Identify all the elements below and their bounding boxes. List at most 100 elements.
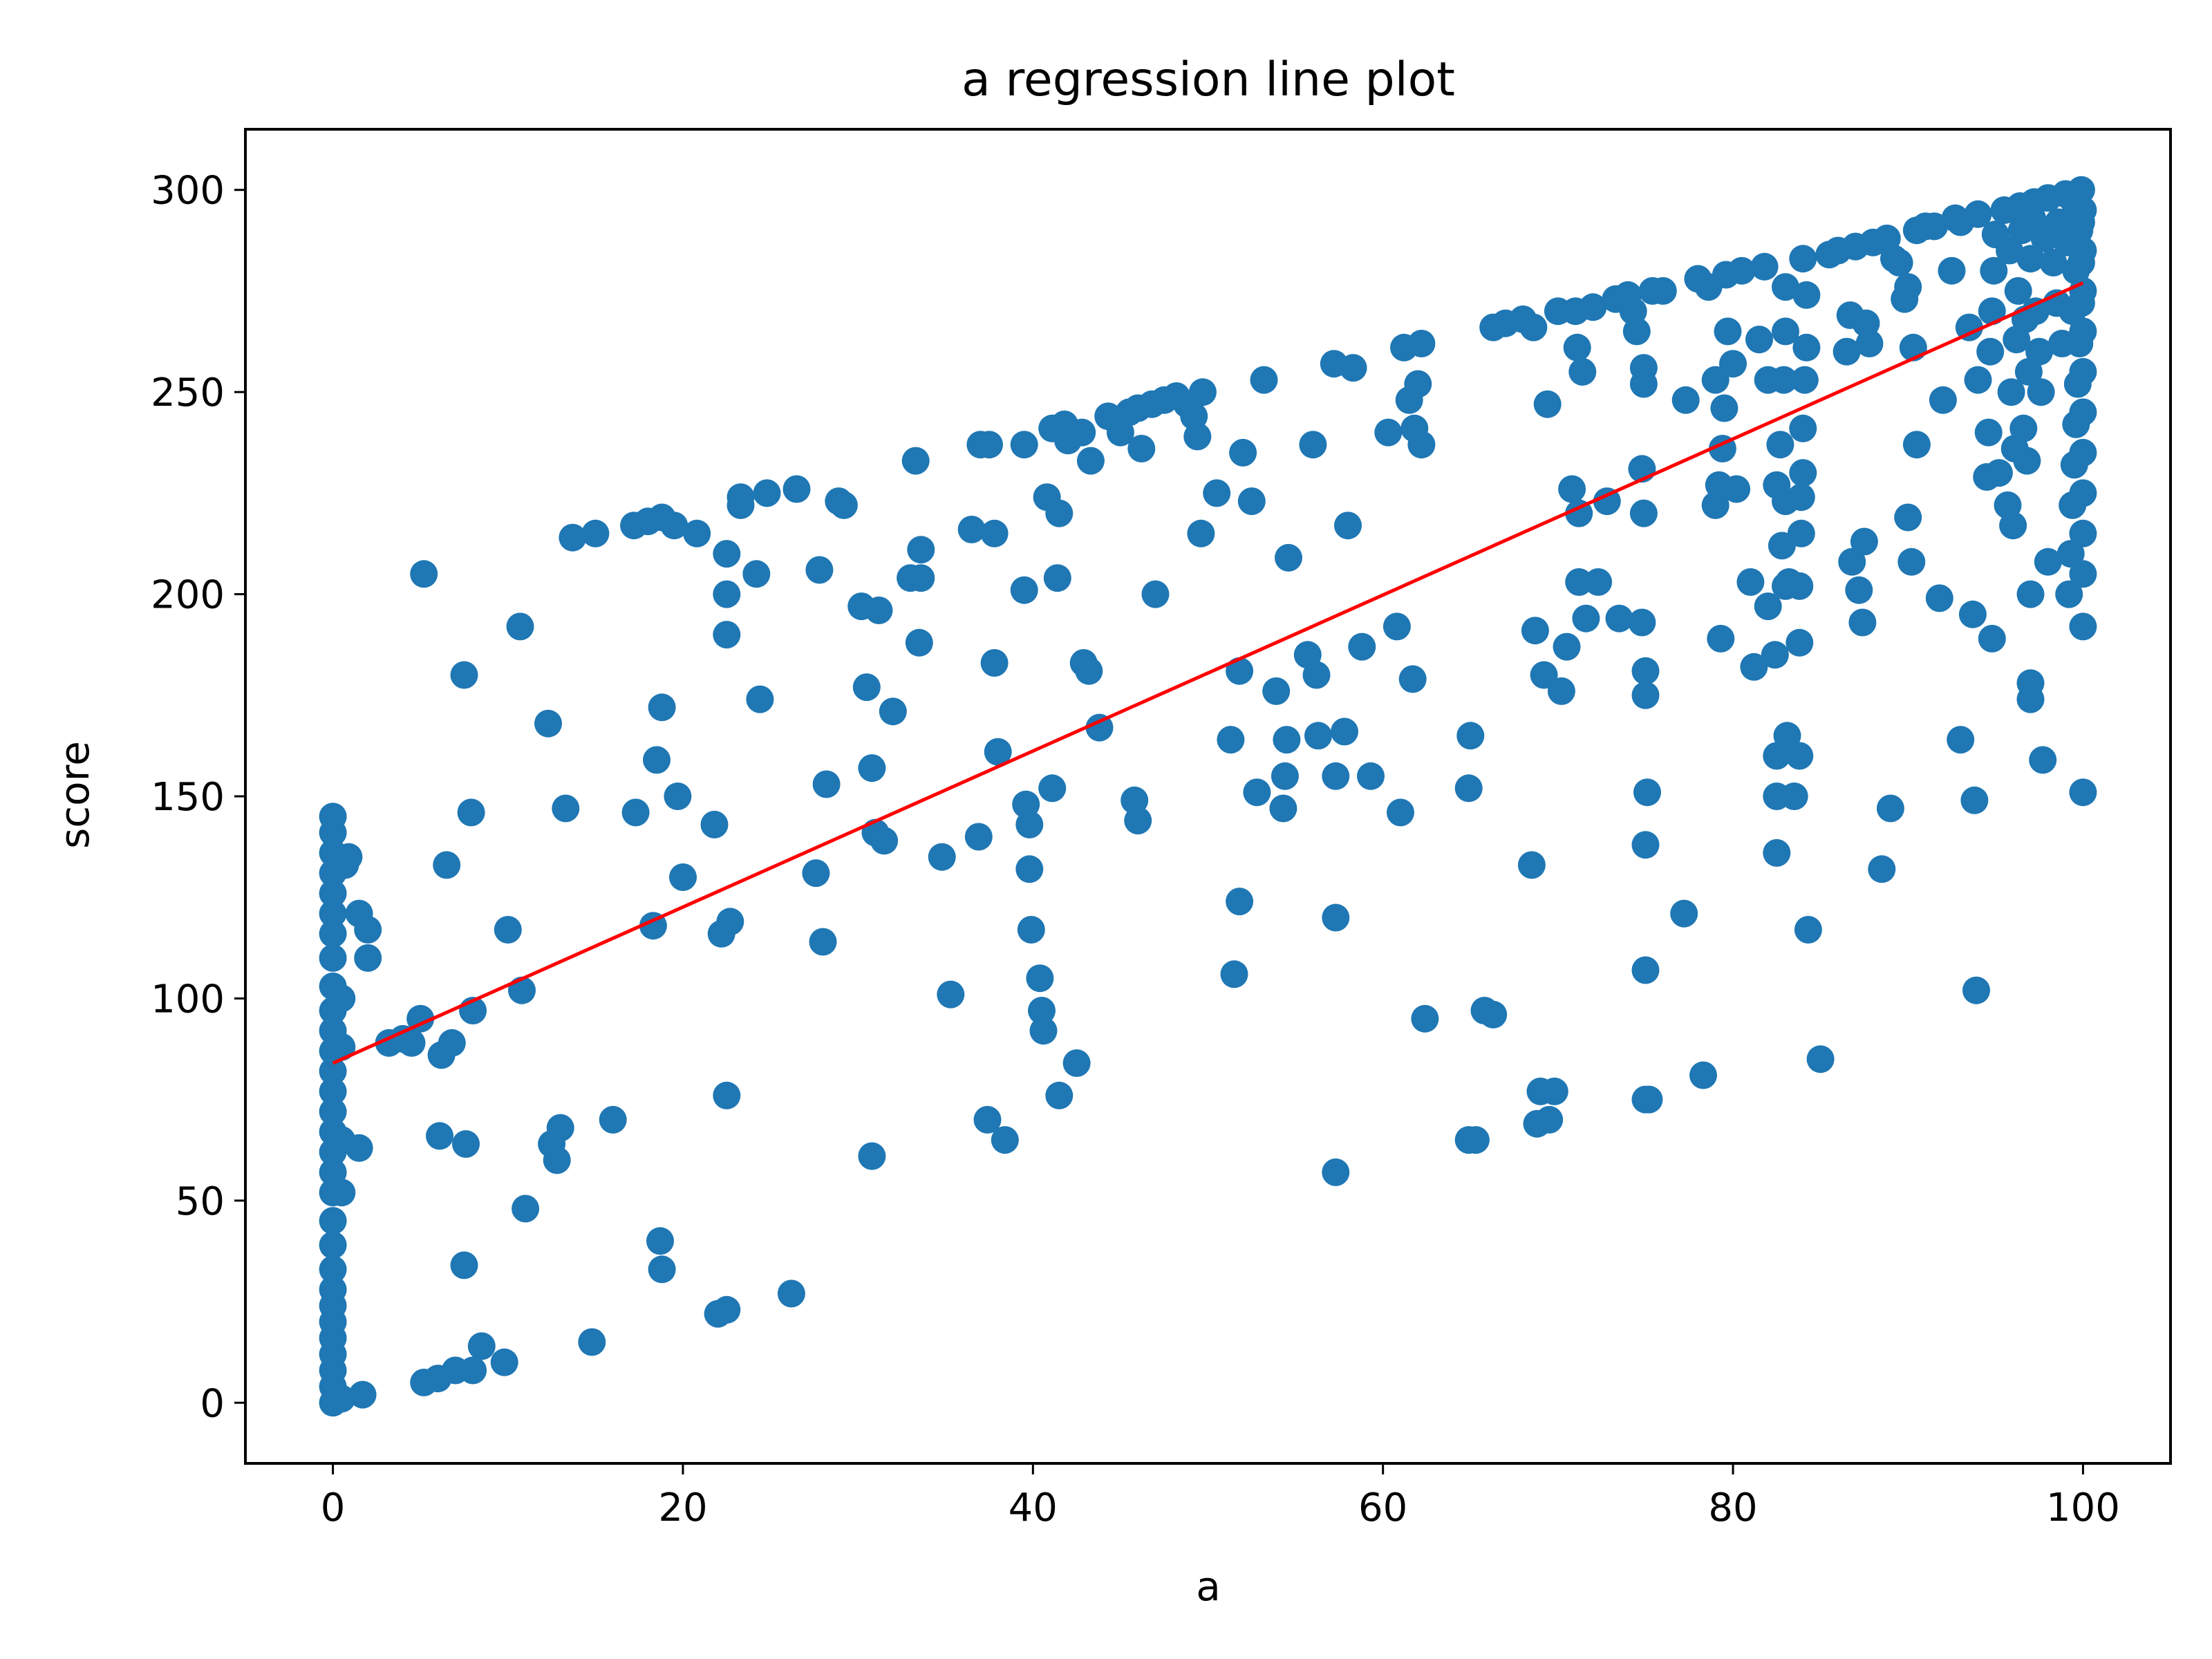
scatter-point bbox=[1217, 726, 1245, 754]
scatter-point bbox=[852, 673, 881, 702]
y-tick-label: 50 bbox=[176, 1179, 225, 1224]
scatter-point bbox=[1785, 628, 1814, 657]
y-tick-label: 100 bbox=[151, 977, 225, 1022]
scatter-point bbox=[742, 560, 771, 588]
scatter-point bbox=[1045, 1081, 1074, 1109]
scatter-point bbox=[1357, 762, 1385, 790]
scatter-point bbox=[512, 1194, 540, 1223]
scatter-point bbox=[901, 447, 930, 475]
scatter-point bbox=[746, 685, 774, 713]
scatter-point bbox=[1631, 681, 1660, 709]
scatter-point bbox=[1806, 1045, 1835, 1074]
scatter-point bbox=[1773, 722, 1801, 750]
scatter-point bbox=[973, 1105, 1002, 1134]
scatter-point bbox=[2016, 580, 2045, 608]
scatter-point bbox=[1785, 572, 1814, 600]
scatter-point bbox=[1723, 475, 1751, 503]
scatter-point bbox=[2016, 669, 2045, 697]
scatter-point bbox=[467, 1332, 496, 1360]
scatter-point bbox=[319, 1077, 347, 1105]
scatter-point bbox=[410, 560, 438, 588]
scatter-point bbox=[2004, 276, 2032, 305]
scatter-point bbox=[452, 1130, 480, 1158]
scatter-point bbox=[1958, 600, 1987, 628]
scatter-point bbox=[1770, 366, 1798, 394]
scatter-point bbox=[713, 580, 741, 608]
scatter-point bbox=[1558, 475, 1586, 503]
scatter-point bbox=[2055, 580, 2083, 608]
scatter-point bbox=[1334, 512, 1362, 540]
scatter-point bbox=[1629, 370, 1658, 398]
scatter-point bbox=[1075, 657, 1103, 685]
scatter-point bbox=[1237, 487, 1266, 516]
scatter-point bbox=[1243, 778, 1271, 807]
scatter-point bbox=[870, 827, 899, 855]
scatter-point bbox=[713, 540, 741, 568]
scatter-point bbox=[643, 746, 671, 774]
scatter-point bbox=[1226, 888, 1254, 916]
scatter-point bbox=[907, 564, 935, 592]
scatter-point bbox=[753, 479, 781, 507]
scatter-point bbox=[1029, 1017, 1058, 1045]
scatter-point bbox=[410, 1369, 438, 1396]
scatter-point bbox=[660, 512, 688, 540]
scatter-point bbox=[1833, 337, 1861, 366]
scatter-point bbox=[1068, 418, 1096, 447]
x-tick-label: 80 bbox=[1708, 1485, 1757, 1530]
scatter-point bbox=[1628, 608, 1656, 637]
scatter-point bbox=[328, 1179, 356, 1207]
x-tick-label: 20 bbox=[658, 1485, 707, 1530]
scatter-point bbox=[1530, 661, 1558, 689]
scatter-point bbox=[1540, 1077, 1568, 1105]
scatter-point bbox=[1670, 899, 1698, 928]
scatter-point bbox=[905, 628, 933, 657]
scatter-point bbox=[1187, 519, 1215, 547]
x-tick-label: 60 bbox=[1358, 1485, 1407, 1530]
scatter-point bbox=[1479, 1000, 1508, 1029]
scatter-point bbox=[805, 556, 834, 584]
scatter-point bbox=[1707, 624, 1735, 653]
scatter-point bbox=[1985, 459, 2013, 487]
scatter-point bbox=[1787, 483, 1815, 512]
y-tick-label: 150 bbox=[151, 775, 225, 820]
scatter-point bbox=[1938, 256, 1966, 285]
scatter-point bbox=[1792, 333, 1821, 362]
scatter-point bbox=[2069, 438, 2097, 467]
scatter-point bbox=[319, 944, 347, 972]
scatter-point bbox=[1947, 726, 1975, 754]
scatter-point bbox=[1902, 431, 1931, 459]
scatter-point bbox=[648, 1255, 676, 1284]
scatter-point bbox=[490, 1348, 518, 1376]
scatter-point bbox=[1772, 317, 1799, 346]
scatter-point bbox=[1789, 245, 1817, 273]
scatter-point bbox=[1960, 786, 1989, 814]
scatter-point bbox=[1671, 386, 1700, 414]
scatter-point bbox=[1262, 677, 1291, 705]
scatter-point bbox=[1962, 976, 1990, 1004]
scatter-point bbox=[1331, 718, 1358, 746]
scatter-point bbox=[1848, 608, 1877, 637]
scatter-point bbox=[438, 1029, 466, 1057]
scatter-point bbox=[1302, 661, 1331, 689]
scatter-point bbox=[1714, 317, 1742, 346]
scatter-point bbox=[1629, 499, 1658, 527]
scatter-point bbox=[1407, 330, 1436, 357]
scatter-point bbox=[1404, 370, 1432, 398]
scatter-point bbox=[1015, 810, 1044, 838]
scatter-point bbox=[713, 1081, 741, 1109]
scatter-point bbox=[2025, 337, 2054, 366]
scatter-point bbox=[1565, 568, 1593, 596]
scatter-point bbox=[1076, 447, 1105, 475]
scatter-point bbox=[1772, 273, 1799, 301]
scatter-point bbox=[858, 754, 886, 782]
scatter-point bbox=[1045, 499, 1074, 527]
scatter-point bbox=[1229, 438, 1257, 467]
scatter-point bbox=[669, 863, 697, 891]
scatter-point bbox=[1026, 964, 1054, 993]
scatter-point bbox=[980, 649, 1009, 677]
scatter-point bbox=[578, 1328, 606, 1356]
scatter-point bbox=[1226, 657, 1254, 685]
scatter-point bbox=[1605, 604, 1633, 632]
scatter-point bbox=[1964, 200, 1992, 228]
scatter-point bbox=[2060, 188, 2088, 216]
